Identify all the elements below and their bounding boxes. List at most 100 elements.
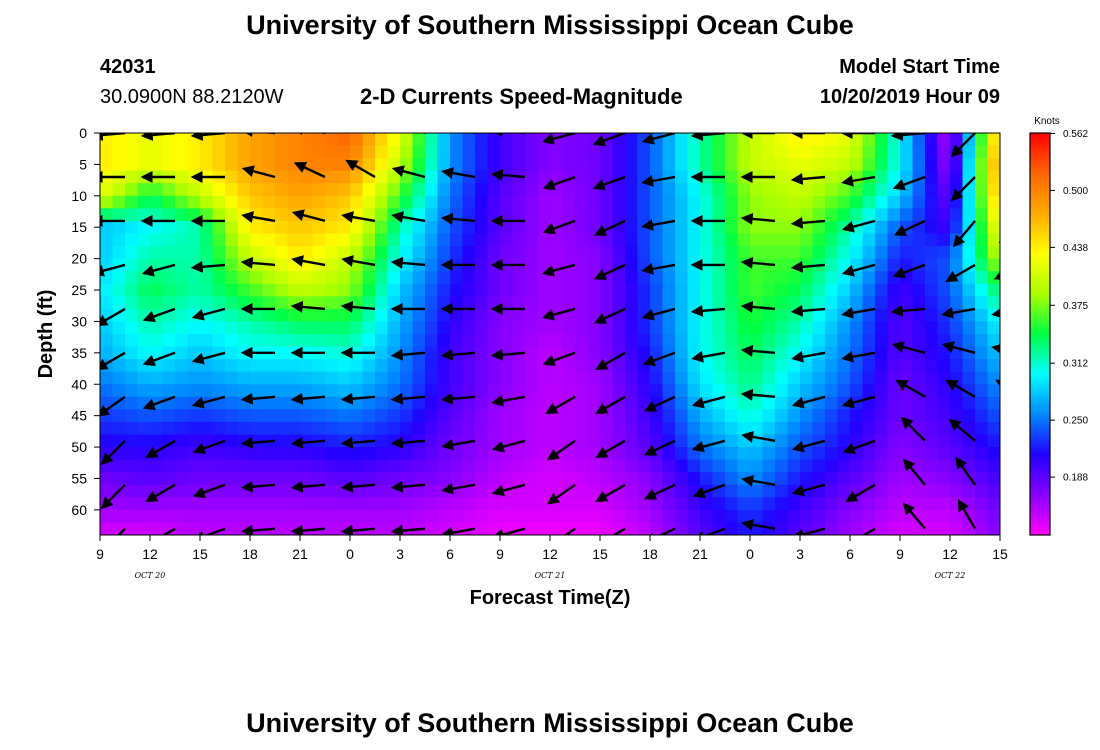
heatmap-cell	[175, 183, 189, 197]
heatmap-cell	[612, 434, 626, 448]
heatmap-cell	[175, 447, 189, 461]
heatmap-cell	[525, 258, 539, 272]
heatmap-cell	[462, 158, 476, 172]
heatmap-cell	[237, 459, 251, 473]
heatmap-cell	[512, 246, 526, 260]
heatmap-cell	[737, 283, 751, 297]
current-vector-arrow	[241, 165, 276, 179]
heatmap-cell	[750, 283, 764, 297]
current-vector-arrow	[895, 379, 926, 398]
heatmap-cell	[575, 271, 589, 285]
heatmap-cell	[562, 145, 576, 159]
heatmap-cell	[475, 133, 489, 147]
current-vector-arrow	[790, 216, 826, 229]
heatmap-cell	[712, 296, 726, 310]
heatmap-cell	[800, 246, 814, 260]
heatmap-cell	[700, 208, 714, 222]
heatmap-cell	[287, 384, 301, 398]
heatmap-cell	[175, 158, 189, 172]
heatmap-cell	[137, 447, 151, 461]
heatmap-cell	[450, 195, 464, 209]
heatmap-cell	[825, 308, 839, 323]
heatmap-cell	[787, 371, 801, 385]
heatmap-cell	[150, 472, 164, 486]
heatmap-cell	[125, 195, 139, 209]
heatmap-cell	[887, 296, 901, 310]
heatmap-cell	[725, 233, 739, 247]
heatmap-cell	[212, 283, 226, 297]
heatmap-cell	[537, 145, 551, 159]
heatmap-cell	[387, 509, 401, 524]
current-vector-arrow	[692, 527, 726, 535]
heatmap-cell	[837, 384, 851, 398]
heatmap-cell	[787, 158, 801, 172]
heatmap-cell	[600, 195, 614, 209]
heatmap-cell	[850, 359, 864, 373]
current-vector-arrow	[491, 439, 526, 453]
heatmap-cell	[125, 220, 139, 235]
heatmap-cell	[175, 308, 189, 323]
heatmap-cell	[250, 509, 264, 524]
heatmap-cell	[800, 195, 814, 209]
heatmap-cell	[212, 459, 226, 473]
heatmap-cell	[362, 145, 376, 159]
heatmap-cell	[887, 346, 901, 360]
heatmap-cell	[475, 421, 489, 436]
heatmap-cell	[962, 409, 976, 423]
heatmap-cell	[162, 233, 176, 247]
heatmap-cell	[950, 170, 964, 184]
heatmap-cell	[175, 384, 189, 398]
heatmap-cell	[287, 434, 301, 448]
heatmap-cell	[375, 371, 389, 385]
heatmap-cell	[787, 183, 801, 197]
heatmap-cell	[250, 434, 264, 448]
heatmap-cell	[250, 283, 264, 297]
heatmap-cell	[200, 497, 214, 511]
heatmap-cell	[137, 459, 151, 473]
current-vector-arrow	[545, 395, 576, 415]
heatmap-cell	[262, 421, 276, 436]
current-vector-arrow	[892, 175, 926, 191]
heatmap-cell	[925, 145, 939, 159]
heatmap-cell	[175, 195, 189, 209]
heatmap-cell	[350, 497, 364, 511]
heatmap-cell	[912, 271, 926, 285]
heatmap-cell	[850, 296, 864, 310]
heatmap-cell	[262, 233, 276, 247]
heatmap-cell	[425, 258, 439, 272]
heatmap-cell	[637, 384, 651, 398]
heatmap-cell	[850, 271, 864, 285]
heatmap-cell	[387, 145, 401, 159]
heatmap-cell	[750, 308, 764, 323]
heatmap-cell	[937, 321, 951, 335]
current-vector-arrow	[952, 220, 976, 248]
heatmap-cell	[437, 233, 451, 247]
heatmap-cell	[175, 472, 189, 486]
heatmap-cell	[150, 421, 164, 436]
heatmap-cell	[925, 497, 939, 511]
heatmap-cell	[162, 195, 176, 209]
heatmap-cell	[387, 233, 401, 247]
heatmap-cell	[350, 371, 364, 385]
heatmap-cell	[462, 421, 476, 436]
heatmap-cell	[412, 472, 426, 486]
heatmap-cell	[575, 220, 589, 235]
heatmap-cell	[625, 409, 639, 423]
heatmap-cell	[837, 484, 851, 498]
heatmap-cell	[475, 459, 489, 473]
heatmap-cell	[137, 246, 151, 260]
y-tick-label: 0	[79, 125, 87, 141]
heatmap-cell	[875, 271, 889, 285]
heatmap-cell	[462, 208, 476, 222]
heatmap-cell	[250, 384, 264, 398]
heatmap-cell	[187, 158, 201, 172]
heatmap-cell	[362, 271, 376, 285]
heatmap-cell	[562, 208, 576, 222]
heatmap-cell	[287, 246, 301, 260]
heatmap-cell	[612, 459, 626, 473]
heatmap-cell	[700, 384, 714, 398]
heatmap-cell	[212, 195, 226, 209]
heatmap-cell	[812, 158, 826, 172]
heatmap-cell	[987, 296, 1000, 310]
heatmap-cell	[162, 271, 176, 285]
